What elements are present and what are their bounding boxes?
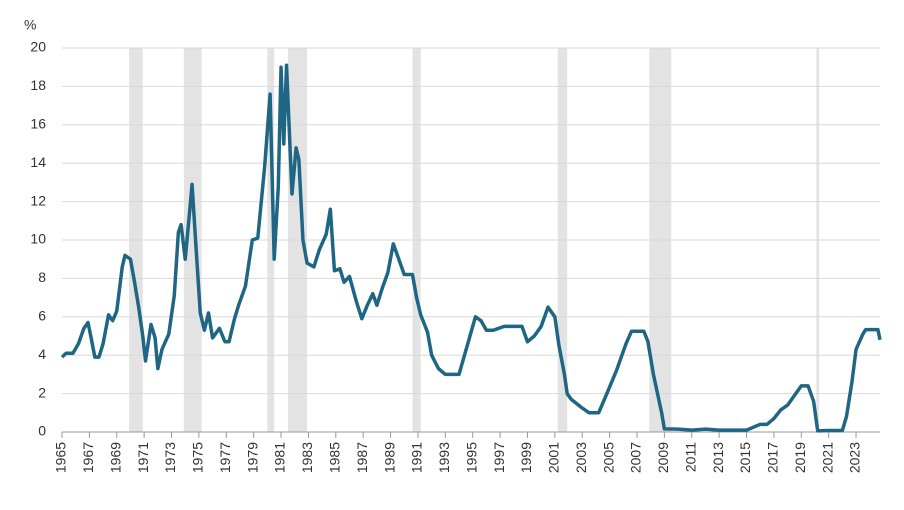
x-tick-label: 2023 [847,442,863,473]
y-tick-label: 4 [38,346,46,362]
x-tick-label: 1975 [190,442,206,473]
y-tick-label: 0 [38,423,46,439]
x-tick-label: 1981 [272,442,288,473]
x-tick-label: 2007 [628,442,644,473]
x-tick-label: 1997 [491,442,507,473]
x-tick-label: 1989 [381,442,397,473]
x-tick-label: 2011 [682,442,698,472]
x-tick-label: 2001 [546,442,562,473]
x-tick-label: 1967 [80,442,96,473]
x-tick-label: 2005 [600,442,616,473]
x-tick-label: 2019 [792,442,808,473]
x-tick-label: 1993 [436,442,452,473]
x-tick-label: 1971 [135,442,151,473]
x-tick-label: 2021 [819,442,835,473]
x-tick-label: 2013 [710,442,726,473]
x-tick-label: 1965 [53,442,69,473]
y-tick-label: 10 [30,231,46,247]
x-tick-label: 1973 [162,442,178,473]
x-tick-label: 1983 [299,442,315,473]
x-tick-label: 1979 [244,442,260,473]
x-tick-label: 2015 [737,442,753,473]
y-tick-label: 12 [30,192,46,208]
x-tick-label: 2003 [573,442,589,473]
y-tick-label: 14 [30,154,46,170]
x-tick-label: 2017 [765,442,781,473]
y-tick-label: 18 [30,77,46,93]
x-tick-label: 1969 [107,442,123,473]
x-tick-label: 1999 [518,442,534,473]
x-tick-label: 1985 [327,442,343,473]
x-tick-label: 1995 [463,442,479,473]
x-tick-label: 1987 [354,442,370,473]
y-tick-label: 20 [30,39,46,55]
x-tick-label: 2009 [655,442,671,473]
y-tick-label: 8 [38,269,46,285]
y-tick-label: 2 [38,384,46,400]
y-tick-label: 16 [30,116,46,132]
y-axis-label: % [24,17,36,33]
line [60,63,882,433]
y-tick-label: 6 [38,308,46,324]
x-tick-label: 1991 [409,442,425,473]
x-tick-label: 1977 [217,442,233,473]
